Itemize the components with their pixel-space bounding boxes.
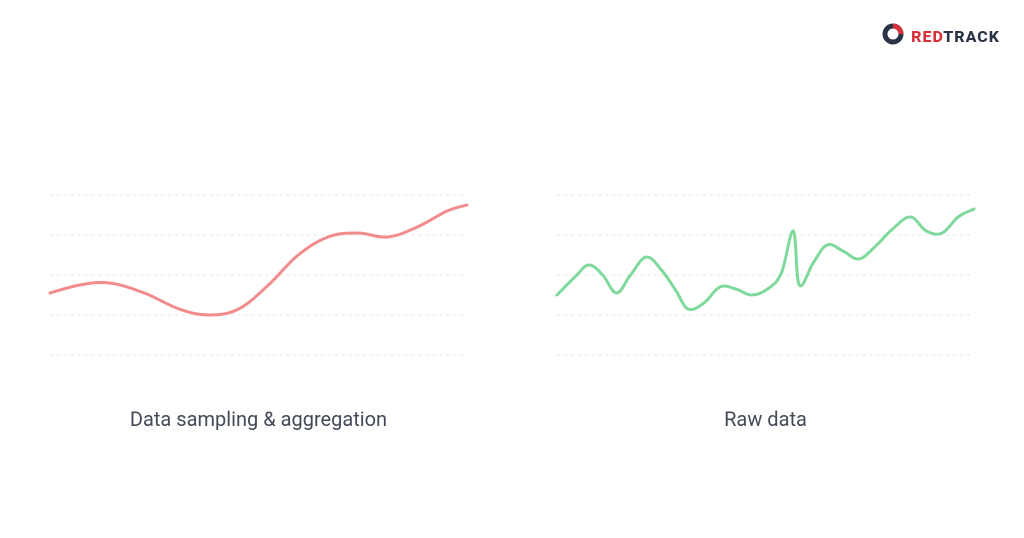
gridlines-left bbox=[50, 195, 467, 355]
panel-left: Data sampling & aggregation bbox=[50, 175, 467, 431]
chart-rawdata bbox=[557, 175, 974, 365]
logo-icon bbox=[881, 22, 905, 50]
logo-text-red: RED bbox=[911, 27, 943, 46]
line-sampling bbox=[50, 205, 467, 315]
gridlines-right bbox=[557, 195, 974, 355]
infographic-canvas: REDTRACK Data sampling & aggregation Raw… bbox=[0, 0, 1024, 538]
logo-text-dark: TRACK bbox=[943, 27, 1000, 46]
logo-text: REDTRACK bbox=[911, 27, 1000, 46]
brand-logo: REDTRACK bbox=[881, 22, 1000, 50]
chart-sampling bbox=[50, 175, 467, 365]
chart-panels: Data sampling & aggregation Raw data bbox=[50, 175, 974, 431]
caption-sampling: Data sampling & aggregation bbox=[130, 407, 387, 431]
caption-rawdata: Raw data bbox=[724, 407, 807, 431]
line-rawdata bbox=[557, 209, 974, 310]
panel-right: Raw data bbox=[557, 175, 974, 431]
